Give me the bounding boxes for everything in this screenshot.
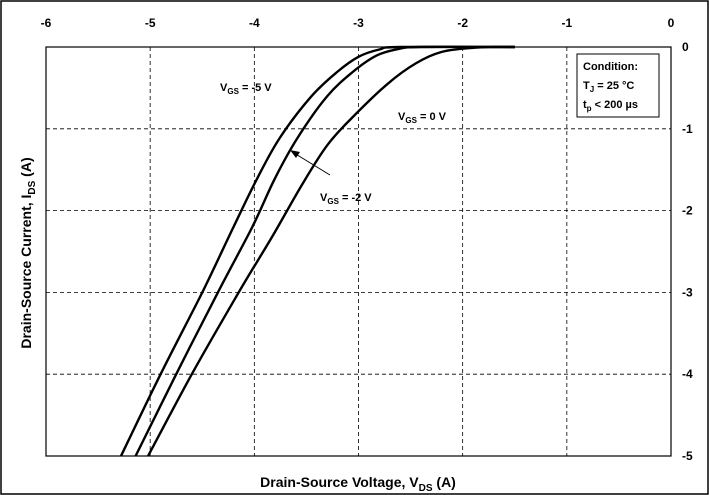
x-axis-title: Drain-Source Voltage, VDS (A) xyxy=(260,474,456,494)
grid-layer xyxy=(46,47,671,456)
plot-area-border xyxy=(45,46,672,457)
curve-label-vgs-0: VGS = 0 V xyxy=(398,111,447,125)
arrow-head xyxy=(290,150,300,158)
x-tick-label: -4 xyxy=(249,16,260,30)
x-tick-label: -6 xyxy=(41,16,52,30)
y-tick-label: 0 xyxy=(682,40,689,54)
series-line-1 xyxy=(134,45,515,457)
x-tick-label: -2 xyxy=(457,16,468,30)
y-axis-title: Drain-Source Current, IDS (A) xyxy=(18,157,38,348)
curve-label-vgs-minus2: VGS = -2 V xyxy=(320,192,372,206)
y-tick-label: -1 xyxy=(682,122,693,136)
y-tick-label: -2 xyxy=(682,204,693,218)
x-tick-label: -1 xyxy=(561,16,572,30)
condition-temperature: TJ = 25 °C xyxy=(583,80,634,94)
x-tick-label: -5 xyxy=(145,16,156,30)
curve-label-vgs-minus5: VGS = -5 V xyxy=(220,82,272,96)
x-tick-labels: -6 -5 -4 -3 -2 -1 0 xyxy=(41,16,675,30)
curves-layer xyxy=(119,45,515,457)
x-tick-label: -3 xyxy=(353,16,364,30)
condition-box xyxy=(576,53,660,118)
y-tick-label: -5 xyxy=(682,449,693,463)
condition-pulse-width: tp < 200 µs xyxy=(583,99,638,113)
y-tick-label: -3 xyxy=(682,285,693,299)
series-line-2 xyxy=(147,45,515,457)
annotation-arrow xyxy=(293,152,331,176)
y-tick-labels: 0 -1 -2 -3 -4 -5 xyxy=(682,40,693,463)
series-line-0 xyxy=(119,45,515,457)
condition-title: Condition: xyxy=(583,61,638,73)
x-tick-label: 0 xyxy=(668,16,675,30)
y-tick-label: -4 xyxy=(682,367,693,381)
